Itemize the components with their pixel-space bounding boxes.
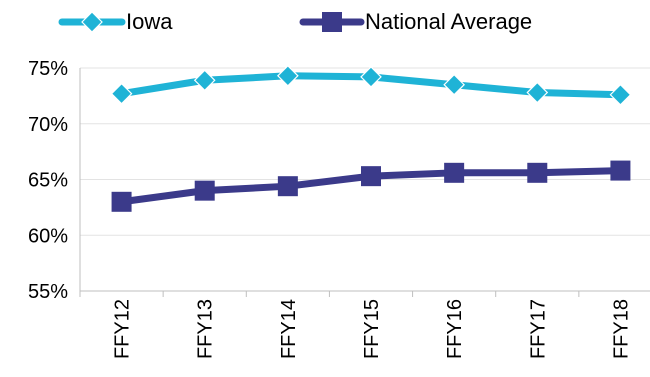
series-national-average xyxy=(111,160,631,212)
y-tick-label: 75% xyxy=(28,58,68,80)
data-point-square xyxy=(111,191,132,212)
data-point-diamond xyxy=(526,81,549,104)
y-tick-label: 60% xyxy=(28,225,68,247)
x-tick-label: FFY18 xyxy=(610,299,632,359)
data-point-diamond xyxy=(360,66,382,88)
data-point-square xyxy=(527,162,548,183)
x-tick-label: FFY14 xyxy=(278,299,300,359)
data-point-square xyxy=(194,180,215,201)
x-tick-label: FFY13 xyxy=(195,299,217,359)
data-point-diamond xyxy=(609,83,632,106)
data-point-square xyxy=(444,162,465,183)
data-point-diamond xyxy=(193,69,216,92)
x-tick-label: FFY15 xyxy=(361,299,383,359)
legend-marker-diamond xyxy=(81,11,103,33)
legend-item: National Average xyxy=(299,9,532,34)
legend-label: Iowa xyxy=(126,9,173,34)
x-tick-label: FFY16 xyxy=(444,299,466,359)
y-tick-label: 65% xyxy=(28,170,68,192)
series-iowa xyxy=(110,64,632,106)
y-tick-label: 70% xyxy=(28,114,68,136)
legend: Iowa National Average xyxy=(58,9,532,34)
data-point-square xyxy=(277,176,298,197)
data-point-square xyxy=(610,160,631,181)
axes xyxy=(79,68,650,297)
data-point-square xyxy=(361,166,381,187)
series-group xyxy=(110,64,632,212)
y-tick-label: 55% xyxy=(28,281,68,303)
gridlines xyxy=(80,67,650,236)
x-tick-label: FFY17 xyxy=(527,299,549,359)
data-point-diamond xyxy=(443,73,465,96)
data-point-diamond xyxy=(110,82,133,105)
legend-item: Iowa xyxy=(58,9,173,34)
data-point-diamond xyxy=(277,64,299,87)
legend-marker-square xyxy=(322,12,342,32)
x-axis-ticks: FFY12 FFY13 FFY14 FFY15 FFY16 FFY17 FFY18 xyxy=(112,299,633,359)
x-tick-label: FFY12 xyxy=(112,299,134,359)
legend-label: National Average xyxy=(365,9,532,34)
y-axis-ticks: 55% 60% 65% 70% 75% xyxy=(28,58,68,303)
